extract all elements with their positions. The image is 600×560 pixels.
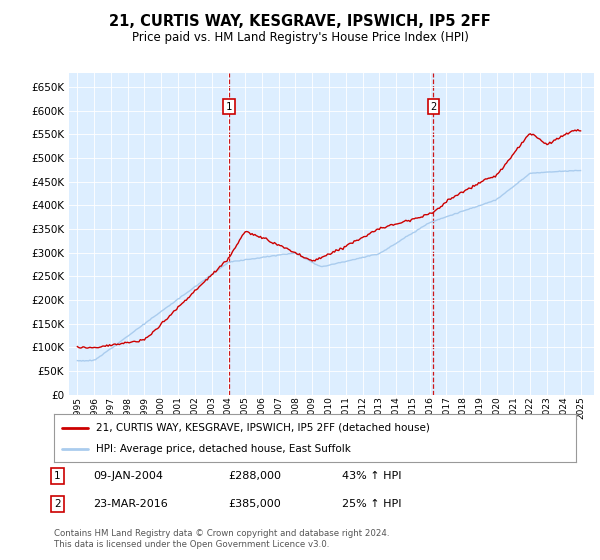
Text: HPI: Average price, detached house, East Suffolk: HPI: Average price, detached house, East… xyxy=(96,444,350,454)
Text: 21, CURTIS WAY, KESGRAVE, IPSWICH, IP5 2FF (detached house): 21, CURTIS WAY, KESGRAVE, IPSWICH, IP5 2… xyxy=(96,423,430,433)
Text: £288,000: £288,000 xyxy=(228,471,281,481)
Text: 2: 2 xyxy=(430,102,436,112)
Text: 25% ↑ HPI: 25% ↑ HPI xyxy=(342,499,401,509)
Text: Price paid vs. HM Land Registry's House Price Index (HPI): Price paid vs. HM Land Registry's House … xyxy=(131,31,469,44)
Text: 21, CURTIS WAY, KESGRAVE, IPSWICH, IP5 2FF: 21, CURTIS WAY, KESGRAVE, IPSWICH, IP5 2… xyxy=(109,14,491,29)
Text: 2: 2 xyxy=(54,499,61,509)
Text: 1: 1 xyxy=(54,471,61,481)
Text: 23-MAR-2016: 23-MAR-2016 xyxy=(93,499,168,509)
Text: 43% ↑ HPI: 43% ↑ HPI xyxy=(342,471,401,481)
Text: 1: 1 xyxy=(226,102,232,112)
Text: 09-JAN-2004: 09-JAN-2004 xyxy=(93,471,163,481)
Text: £385,000: £385,000 xyxy=(228,499,281,509)
Text: Contains HM Land Registry data © Crown copyright and database right 2024.
This d: Contains HM Land Registry data © Crown c… xyxy=(54,529,389,549)
